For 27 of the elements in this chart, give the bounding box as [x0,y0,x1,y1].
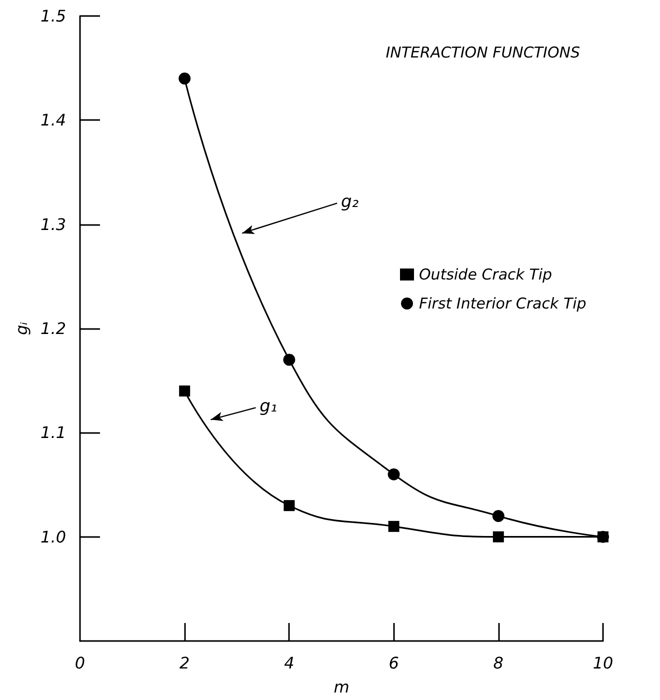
point [492,531,504,542]
point [388,468,400,480]
y-tick-label: 1.0 [40,527,66,546]
point [283,354,296,366]
annotation: g₂ [340,192,359,212]
point [178,72,191,84]
x-tick-label: 0 [74,654,86,672]
point [492,510,504,522]
x-tick-label: 4 [284,654,294,672]
legend-label: First Interior Crack Tip [419,294,586,312]
x-axis-title: m [334,678,350,696]
x-tick-label: 10 [592,654,614,672]
annotation: g₁ [260,396,278,417]
point [284,500,295,512]
y-tick-label: 1.3 [40,214,66,234]
y-tick-label: 1.2 [40,319,66,338]
y-tick-label: 1.1 [40,423,66,442]
point [388,520,400,532]
x-tick-label: 6 [388,654,399,672]
point [179,386,190,396]
text: INTERACTION FUNCTIONS [386,44,580,62]
y-tick-label: 1.4 [40,110,66,130]
x-tick-label: 8 [493,654,504,672]
x-tick-label: 2 [180,654,190,672]
y-axis-title: gᵢ [12,322,32,336]
y-tick-label: 1.5 [40,6,66,26]
legend-label: Outside Crack Tip [419,266,552,284]
